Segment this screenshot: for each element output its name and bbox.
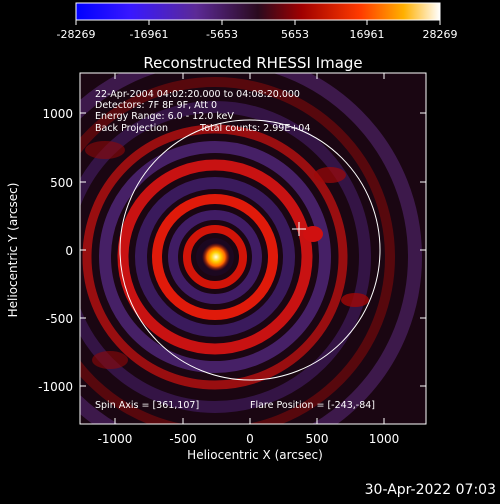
x-tick-label: -1000: [98, 432, 133, 446]
y-tick-label: 0: [65, 244, 73, 258]
annotation-detectors: Detectors: 7F 8F 9F, Att 0: [95, 100, 217, 111]
colorbar-gradient: [75, 2, 441, 21]
y-tick-label: 1000: [42, 107, 73, 121]
annotation-method: Back Projection: [95, 123, 168, 134]
x-tick-label: 500: [306, 432, 329, 446]
colorbar-tick: 16961: [350, 28, 385, 41]
y-tick-label: -500: [46, 312, 73, 326]
plot-frame: [79, 72, 427, 425]
y-axis-label: Heliocentric Y (arcsec): [6, 183, 20, 318]
colorbar-tick: -28269: [57, 28, 96, 41]
flare-source: [202, 243, 230, 271]
y-tick-label: -1000: [38, 380, 73, 394]
colorbar-tick: 28269: [423, 28, 458, 41]
spin-axis-marker: [292, 222, 306, 236]
annotation-total-counts: Total counts: 2.99E+04: [199, 123, 310, 134]
solar-limb: [119, 119, 381, 381]
annotation-block: 22-Apr-2004 04:02:20.000 to 04:08:20.000…: [95, 89, 375, 411]
x-axis-label: Heliocentric X (arcsec): [187, 448, 323, 462]
heatmap-image: [80, 73, 426, 424]
x-tick-label: -500: [169, 432, 196, 446]
annotation-time-range: 22-Apr-2004 04:02:20.000 to 04:08:20.000: [95, 89, 300, 100]
annotation-spin-axis: Spin Axis = [361,107]: [95, 400, 199, 411]
x-tick-label: 0: [246, 432, 254, 446]
colorbar-tick: -16961: [130, 28, 169, 41]
annotation-flare-position: Flare Position = [-243,-84]: [250, 400, 375, 411]
footer-timestamp: 30-Apr-2022 07:03: [365, 482, 496, 498]
plot-title: Reconstructed RHESSI Image: [143, 54, 362, 72]
colorbar-tick: -5653: [206, 28, 238, 41]
colorbar-tick: 5653: [281, 28, 309, 41]
x-tick-label: 1000: [369, 432, 400, 446]
y-tick-label: 500: [50, 176, 73, 190]
colorbar: -28269 -16961 -5653 5653 16961 28269: [57, 2, 458, 41]
annotation-energy-range: Energy Range: 6.0 - 12.0 keV: [95, 111, 234, 122]
